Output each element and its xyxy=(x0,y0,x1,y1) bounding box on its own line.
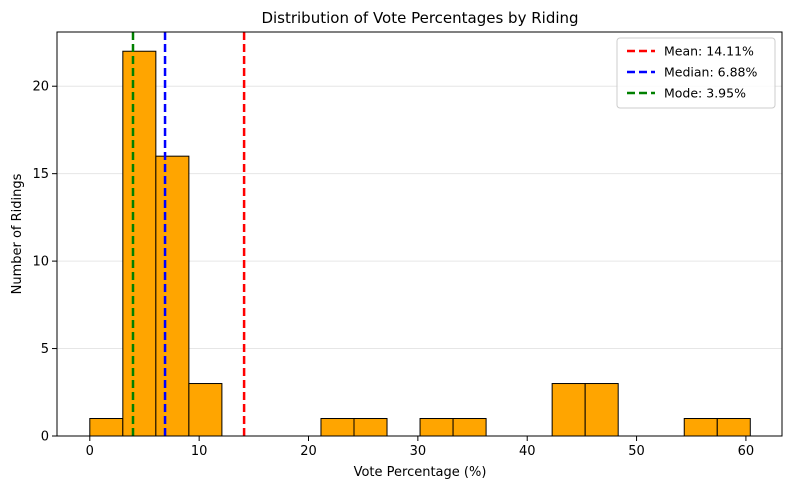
x-tick-label: 40 xyxy=(519,444,536,459)
legend: Mean: 14.11% Median: 6.88% Mode: 3.95% xyxy=(616,37,776,109)
histogram-bar xyxy=(89,418,124,437)
y-tick-label: 0 xyxy=(41,430,49,445)
histogram-bar xyxy=(584,383,619,437)
histogram-bar xyxy=(188,383,223,437)
x-axis-ticks: 0 10 20 30 40 50 60 xyxy=(86,436,755,459)
histogram-bar xyxy=(452,418,487,437)
histogram-bar xyxy=(122,50,157,437)
histogram-bar xyxy=(320,418,355,437)
histogram-bar xyxy=(155,155,190,437)
y-tick-label: 5 xyxy=(41,342,49,357)
legend-entry: Mean: 14.11% xyxy=(664,44,754,59)
legend-entry: Mode: 3.95% xyxy=(664,86,746,101)
x-tick-label: 30 xyxy=(410,444,427,459)
y-tick-label: 15 xyxy=(32,167,49,182)
legend-entry: Median: 6.88% xyxy=(664,65,757,80)
histogram-bar xyxy=(683,418,718,437)
y-tick-label: 10 xyxy=(32,255,49,270)
x-tick-label: 50 xyxy=(628,444,645,459)
histogram-bars xyxy=(89,50,751,437)
chart-title: Distribution of Vote Percentages by Ridi… xyxy=(261,9,578,27)
histogram-bar xyxy=(353,418,388,437)
legend-box xyxy=(616,37,776,109)
x-tick-label: 60 xyxy=(738,444,755,459)
plot-area-frame xyxy=(56,31,783,437)
x-axis-label: Vote Percentage (%) xyxy=(354,465,487,480)
x-tick-label: 20 xyxy=(300,444,317,459)
histogram-bar xyxy=(419,418,454,437)
histogram-bar xyxy=(551,383,586,437)
x-tick-label: 10 xyxy=(191,444,208,459)
y-axis-label: Number of Ridings xyxy=(10,173,25,294)
y-axis-ticks: 0 5 10 15 20 xyxy=(32,80,57,445)
y-tick-label: 20 xyxy=(32,80,49,95)
reference-lines xyxy=(131,32,246,436)
x-tick-label: 0 xyxy=(86,444,94,459)
histogram-bar xyxy=(716,418,751,437)
